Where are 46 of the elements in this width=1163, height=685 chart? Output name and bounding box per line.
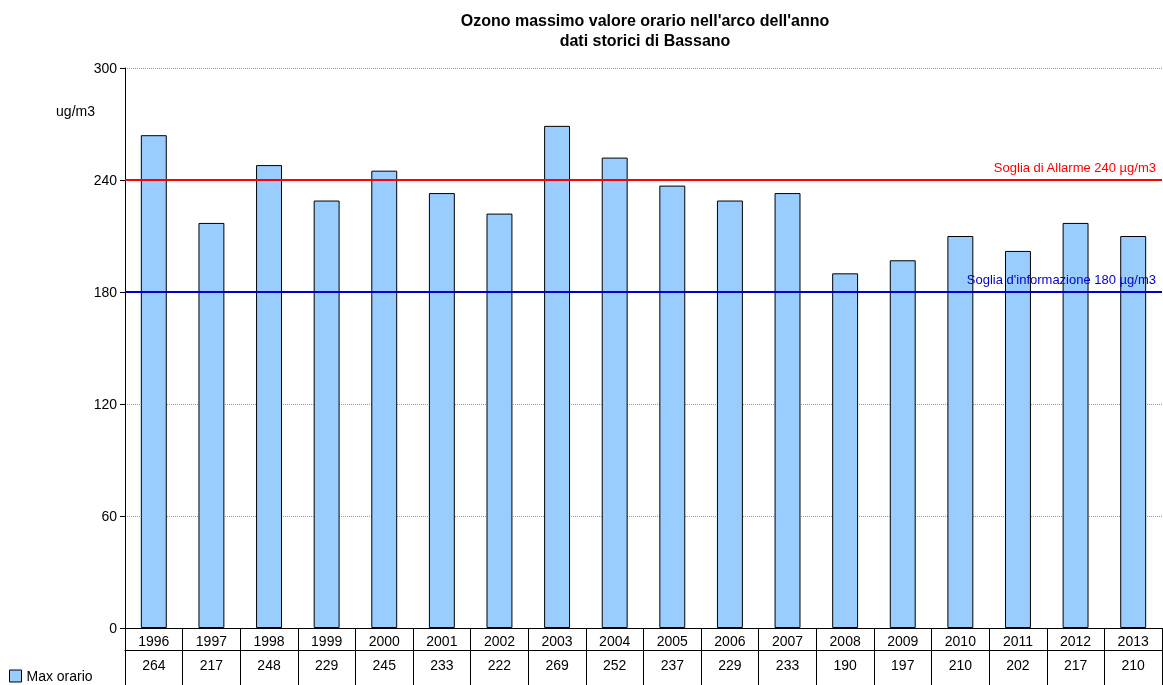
- x-tick-label: 1996: [138, 633, 170, 649]
- data-label: 237: [660, 657, 685, 673]
- y-tick-label: 60: [101, 508, 118, 524]
- chart-title: Ozono massimo valore orario nell'arco dell'anno dati storici di Bassano: [460, 11, 830, 49]
- legend-label: Max orario: [26, 668, 93, 684]
- ref-line-label: Soglia di Allarme 240 µg/m3: [993, 160, 1156, 175]
- data-label: 233: [775, 657, 800, 673]
- x-tick-label: 2004: [599, 633, 631, 649]
- data-label: 210: [948, 657, 973, 673]
- x-tick-label: 1998: [253, 633, 285, 649]
- x-tick-label: 2002: [483, 633, 516, 649]
- x-tick-label: 2005: [656, 633, 689, 649]
- x-tick-label: 2009: [887, 633, 919, 649]
- data-label: 190: [833, 657, 858, 673]
- x-tick-label: 2008: [829, 633, 861, 649]
- y-tick-label: 180: [93, 284, 118, 300]
- data-label: 233: [430, 657, 454, 673]
- data-label: 252: [603, 657, 627, 673]
- x-tick-label: 2003: [541, 633, 573, 649]
- data-label: 202: [1006, 657, 1030, 673]
- data-label: 217: [1063, 657, 1088, 673]
- data-label: 197: [891, 657, 915, 673]
- x-tick-label: 2000: [368, 633, 401, 649]
- x-tick-label: 2013: [1117, 633, 1149, 649]
- data-label: 217: [199, 657, 224, 673]
- data-label: 229: [314, 657, 339, 673]
- x-tick-label: 2007: [771, 633, 804, 649]
- x-tick-label: 2011: [1002, 633, 1034, 649]
- x-tick-label: 1999: [311, 633, 343, 649]
- x-tick-label: 2001: [426, 633, 458, 649]
- data-label: 210: [1121, 657, 1146, 673]
- data-label: 248: [257, 657, 281, 673]
- data-label: 229: [718, 657, 742, 673]
- y-tick-label: 120: [93, 396, 118, 412]
- y-tick-label: 0: [109, 620, 118, 636]
- x-tick-label: 2006: [714, 633, 746, 649]
- data-label: 245: [372, 657, 397, 673]
- y-axis-title: ug/m3: [56, 103, 96, 119]
- x-tick-label: 2010: [944, 633, 977, 649]
- y-tick-label: 240: [93, 172, 118, 188]
- y-tick-label: 300: [93, 60, 118, 76]
- data-label: 264: [142, 657, 166, 673]
- x-tick-label: 1997: [195, 633, 228, 649]
- x-tick-label: 2012: [1060, 633, 1092, 649]
- data-label: 222: [487, 657, 512, 673]
- data-label: 269: [545, 657, 569, 673]
